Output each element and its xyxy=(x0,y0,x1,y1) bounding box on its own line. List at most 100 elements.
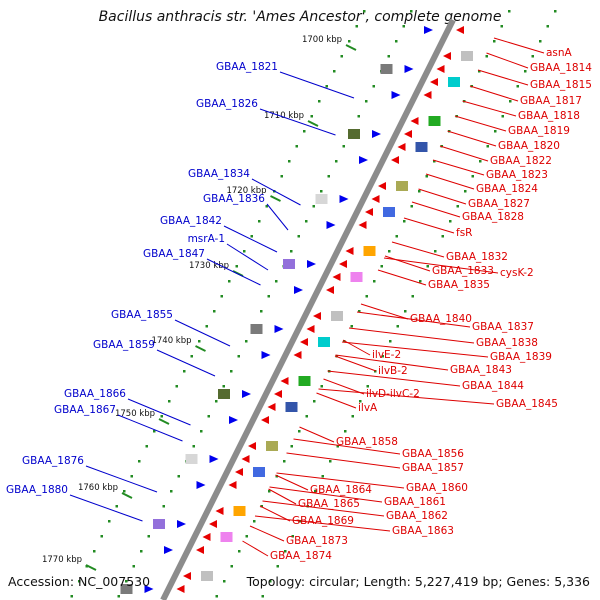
right-leader-line xyxy=(286,452,401,469)
right-gene-label: GBAA_1844 xyxy=(462,380,524,392)
gene-block xyxy=(363,246,376,256)
gene-block xyxy=(120,584,133,594)
track-dot xyxy=(403,220,406,223)
gene-block xyxy=(266,441,278,451)
track-dot xyxy=(464,190,467,193)
left-leader-line xyxy=(226,243,269,271)
right-leader-line xyxy=(486,52,529,69)
tick-mark xyxy=(195,345,206,352)
gene-arrow-reverse xyxy=(436,65,445,73)
left-leader-line xyxy=(206,258,261,286)
gene-arrow-reverse xyxy=(397,143,406,151)
track-dot xyxy=(355,25,358,28)
track-dot xyxy=(357,115,360,118)
left-gene-label: GBAA_1867 xyxy=(54,404,116,416)
track-dot xyxy=(419,280,422,283)
track-dot xyxy=(365,100,368,103)
tick-mark xyxy=(158,418,170,425)
gene-block xyxy=(448,77,460,87)
right-leader-line xyxy=(377,269,427,286)
right-gene-label: GBAA_1857 xyxy=(402,462,464,474)
track-dot xyxy=(305,415,308,418)
track-dot xyxy=(340,55,343,58)
right-gene-label: GBAA_1822 xyxy=(490,155,552,167)
track-dot xyxy=(260,505,263,508)
gene-block xyxy=(185,454,198,464)
gene-arrow-reverse xyxy=(410,117,419,125)
gene-block xyxy=(253,467,265,477)
right-gene-label: ilvB-2 xyxy=(378,365,408,377)
gene-arrow-reverse xyxy=(404,130,412,138)
tick-mark xyxy=(121,492,133,499)
right-leader-line xyxy=(318,388,495,405)
gene-arrow-forward xyxy=(164,546,173,554)
right-leader-line xyxy=(268,488,297,505)
gene-block xyxy=(250,324,263,334)
right-gene-label: GBAA_1843 xyxy=(450,364,512,376)
topology-text: Topology: circular; Length: 5,227,419 bp… xyxy=(246,574,590,589)
track-dot xyxy=(290,445,293,448)
track-dot xyxy=(200,430,203,433)
gene-block xyxy=(396,181,408,191)
right-gene-label: ilvE-2 xyxy=(372,349,401,361)
gene-arrow-forward xyxy=(307,260,316,268)
tick-label: 1720 kbp xyxy=(226,186,266,196)
track-dot xyxy=(223,580,226,583)
right-gene-label: GBAA_1837 xyxy=(472,321,534,333)
track-dot xyxy=(410,10,413,13)
tick-label: 1770 kbp xyxy=(42,555,82,565)
track-dot xyxy=(260,310,263,313)
right-leader-line xyxy=(341,341,489,358)
gene-arrow-reverse xyxy=(365,208,373,216)
gene-arrow-reverse xyxy=(202,533,211,541)
right-leader-line xyxy=(391,241,445,258)
track-dot xyxy=(265,205,268,208)
track-dot xyxy=(342,145,345,148)
gene-block xyxy=(298,376,311,386)
left-leader-line xyxy=(156,349,216,377)
track-dot xyxy=(230,565,233,568)
tick-label: 1710 kbp xyxy=(264,111,304,121)
track-dot xyxy=(284,550,287,553)
right-leader-line xyxy=(262,500,385,517)
left-gene-label: GBAA_1842 xyxy=(160,215,222,227)
right-gene-label: GBAA_1833 xyxy=(432,265,494,277)
right-leader-line xyxy=(348,327,475,344)
track-dot xyxy=(395,40,398,43)
right-leader-line xyxy=(269,486,383,503)
right-leader-line xyxy=(316,392,357,409)
track-dot xyxy=(366,385,369,388)
gene-block xyxy=(233,506,246,516)
gene-block xyxy=(383,207,395,217)
track-dot xyxy=(389,340,392,343)
gene-arrow-forward xyxy=(359,156,368,164)
track-dot xyxy=(365,295,368,298)
gene-arrow-forward xyxy=(339,195,349,203)
track-dot xyxy=(215,400,218,403)
right-leader-line xyxy=(249,525,285,542)
track-dot xyxy=(253,520,256,523)
track-dot xyxy=(245,340,248,343)
track-dot xyxy=(162,505,165,508)
track-dot xyxy=(153,430,156,433)
track-dot xyxy=(456,205,459,208)
left-gene-label: GBAA_1826 xyxy=(196,98,258,110)
right-gene-label: GBAA_1823 xyxy=(486,169,548,181)
gene-arrow-reverse xyxy=(456,26,464,34)
track-dot xyxy=(222,385,225,388)
track-dot xyxy=(404,310,407,313)
gene-arrow-forward xyxy=(242,390,251,398)
right-gene-label: GBAA_1860 xyxy=(406,482,468,494)
track-dot xyxy=(336,445,339,448)
track-dot xyxy=(288,160,291,163)
gene-arrow-reverse xyxy=(300,338,308,346)
right-gene-label: GBAA_1845 xyxy=(496,398,558,410)
track-dot xyxy=(305,220,308,223)
track-dot xyxy=(344,430,347,433)
gene-arrow-reverse xyxy=(196,546,204,554)
track-dot xyxy=(175,385,178,388)
right-gene-label: GBAA_1832 xyxy=(446,251,508,263)
track-dot xyxy=(213,310,216,313)
right-leader-line xyxy=(323,378,365,395)
tick-label: 1750 kbp xyxy=(115,409,155,419)
